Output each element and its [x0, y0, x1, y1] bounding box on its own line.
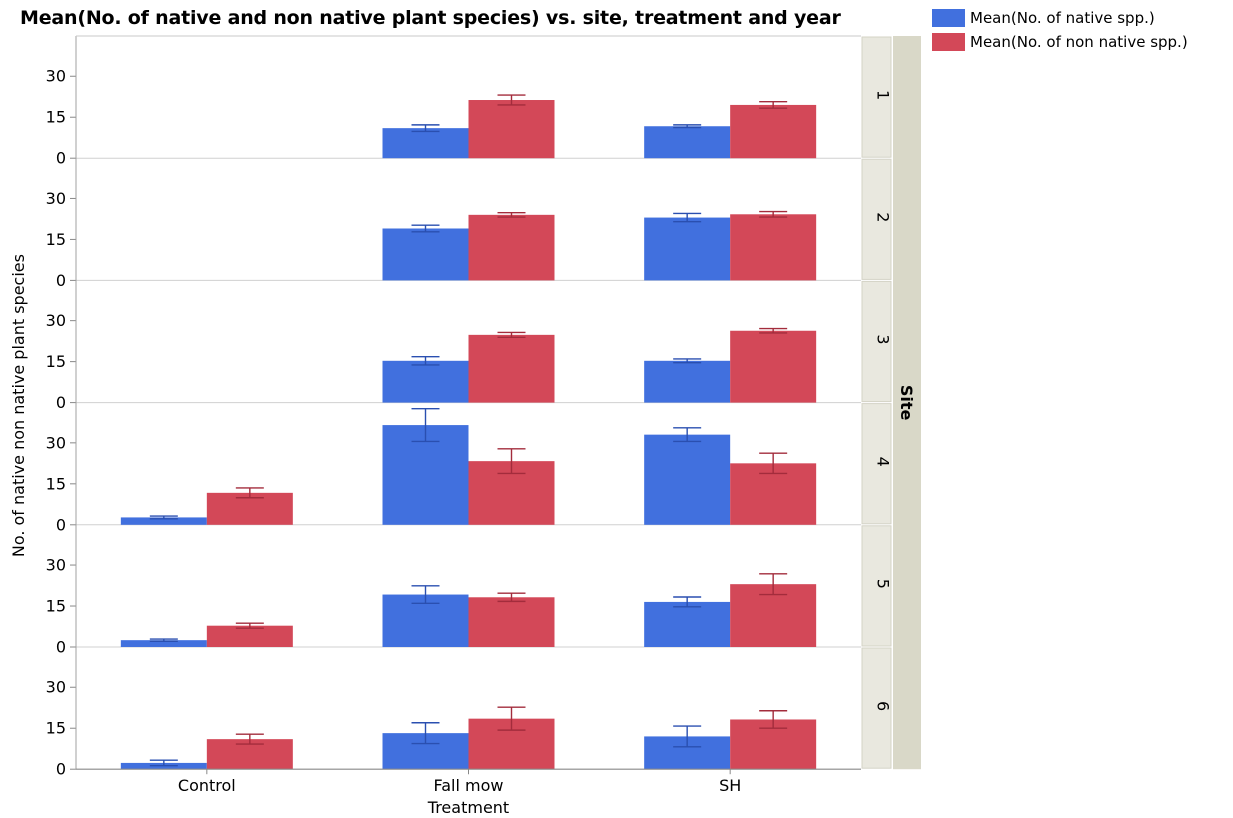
bar-non-native-site5-control[interactable] — [206, 625, 293, 647]
y-tick-label: 30 — [46, 67, 66, 86]
x-axis-title: Treatment — [427, 798, 509, 817]
y-tick-label: 15 — [46, 352, 66, 371]
y-tick-label: 15 — [46, 597, 66, 616]
panel-strip-1 — [861, 36, 892, 158]
bar-non-native-site2-fall-mow[interactable] — [468, 214, 555, 281]
panel-strip-4 — [861, 403, 892, 525]
bar-native-site2-fall-mow[interactable] — [382, 228, 469, 281]
legend-label-native: Mean(No. of native spp.) — [970, 9, 1155, 27]
x-tick-label: SH — [719, 776, 741, 795]
legend-item-non-native[interactable]: Mean(No. of non native spp.) — [932, 30, 1188, 54]
bar-native-site3-fall-mow[interactable] — [382, 360, 469, 403]
legend-swatch-non-native — [932, 33, 965, 51]
y-tick-label: 0 — [56, 760, 66, 779]
legend: Mean(No. of native spp.) Mean(No. of non… — [932, 6, 1188, 54]
y-tick-label: 30 — [46, 311, 66, 330]
y-tick-label: 0 — [56, 515, 66, 534]
y-tick-label: 30 — [46, 678, 66, 697]
bar-native-site2-sh[interactable] — [644, 217, 731, 281]
bar-native-site4-sh[interactable] — [644, 434, 731, 525]
x-tick-label: Control — [178, 776, 236, 795]
y-tick-label: 15 — [46, 230, 66, 249]
bar-non-native-site1-fall-mow[interactable] — [468, 100, 555, 159]
y-tick-label: 30 — [46, 433, 66, 452]
y-tick-label: 30 — [46, 189, 66, 208]
bar-native-site1-fall-mow[interactable] — [382, 128, 469, 159]
y-tick-label: 15 — [46, 108, 66, 127]
y-tick-label: 0 — [56, 149, 66, 168]
bar-non-native-site1-sh[interactable] — [730, 104, 817, 159]
legend-label-non-native: Mean(No. of non native spp.) — [970, 33, 1188, 51]
y-tick-label: 0 — [56, 638, 66, 657]
bar-native-site1-sh[interactable] — [644, 126, 731, 159]
y-axis-title: No. of native non native plant species — [9, 254, 28, 557]
panel-site-label-2: 2 — [874, 212, 893, 222]
panel-site-label-4: 4 — [874, 457, 893, 467]
legend-swatch-native — [932, 9, 965, 27]
bar-native-site4-control[interactable] — [120, 517, 207, 525]
panel-site-label-1: 1 — [874, 90, 893, 100]
bar-non-native-site5-fall-mow[interactable] — [468, 597, 555, 647]
site-facet-strip — [893, 36, 921, 770]
bar-non-native-site3-fall-mow[interactable] — [468, 334, 555, 403]
panel-strip-3 — [861, 280, 892, 403]
y-tick-label: 0 — [56, 271, 66, 290]
bar-non-native-site3-sh[interactable] — [730, 330, 817, 403]
y-tick-label: 15 — [46, 719, 66, 738]
x-tick-label: Fall mow — [434, 776, 504, 795]
y-tick-label: 30 — [46, 556, 66, 575]
bar-native-site5-sh[interactable] — [644, 601, 731, 647]
y-tick-label: 15 — [46, 474, 66, 493]
panel-strip-2 — [861, 158, 892, 280]
panel-strip-5 — [861, 525, 892, 647]
panel-site-label-5: 5 — [874, 579, 893, 589]
panel-site-label-3: 3 — [874, 334, 893, 344]
site-facet-label: Site — [897, 385, 916, 421]
bar-native-site3-sh[interactable] — [644, 360, 731, 403]
chart-title: Mean(No. of native and non native plant … — [20, 7, 841, 29]
panel-site-label-6: 6 — [874, 701, 893, 711]
legend-item-native[interactable]: Mean(No. of native spp.) — [932, 6, 1188, 30]
bar-non-native-site2-sh[interactable] — [730, 214, 817, 281]
panel-strip-6 — [861, 647, 892, 769]
bar-native-site5-control[interactable] — [120, 640, 207, 647]
y-tick-label: 0 — [56, 393, 66, 412]
